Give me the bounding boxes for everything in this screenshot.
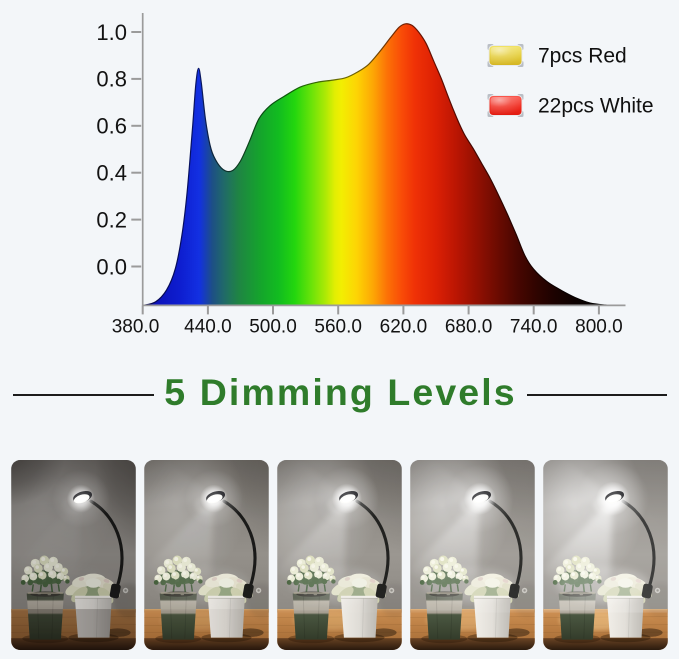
- svg-text:0.4: 0.4: [96, 161, 127, 186]
- svg-text:1.0: 1.0: [96, 20, 127, 45]
- svg-text:440.0: 440.0: [184, 317, 232, 338]
- svg-text:500.0: 500.0: [249, 317, 297, 338]
- svg-text:800.0: 800.0: [575, 317, 623, 338]
- svg-text:0.0: 0.0: [96, 254, 127, 279]
- svg-text:740.0: 740.0: [510, 317, 558, 338]
- svg-text:380.0: 380.0: [112, 317, 160, 338]
- svg-text:0.2: 0.2: [96, 207, 127, 232]
- svg-text:620.0: 620.0: [380, 317, 428, 338]
- svg-text:7pcs Red: 7pcs Red: [538, 45, 627, 68]
- svg-text:0.8: 0.8: [96, 67, 127, 92]
- svg-text:680.0: 680.0: [445, 317, 493, 338]
- svg-text:0.6: 0.6: [96, 114, 127, 139]
- svg-text:22pcs White: 22pcs White: [538, 95, 654, 118]
- svg-text:560.0: 560.0: [314, 317, 362, 338]
